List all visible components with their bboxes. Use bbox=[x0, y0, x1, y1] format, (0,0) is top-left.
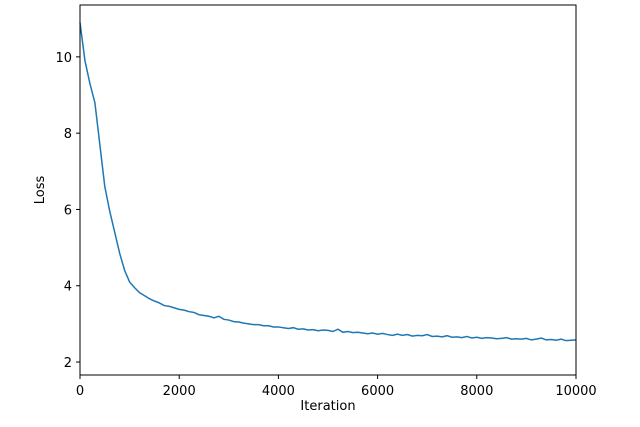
loss-line bbox=[79, 22, 577, 342]
y-tick-label: 6 bbox=[64, 203, 72, 218]
plot-frame bbox=[79, 4, 577, 376]
x-axis-label: Iteration bbox=[300, 399, 355, 414]
x-tick-label: 0 bbox=[76, 384, 84, 399]
x-tick-label: 6000 bbox=[361, 384, 394, 399]
y-axis-label: Loss bbox=[33, 176, 48, 205]
y-tick-label: 10 bbox=[55, 51, 72, 66]
x-tick-label: 2000 bbox=[163, 384, 196, 399]
y-tick-label: 2 bbox=[64, 356, 72, 371]
y-tick-label: 4 bbox=[64, 280, 72, 295]
y-tick-label: 8 bbox=[64, 127, 72, 142]
x-tick-label: 8000 bbox=[460, 384, 493, 399]
x-tick-label: 10000 bbox=[555, 384, 596, 399]
x-tick-label: 4000 bbox=[262, 384, 295, 399]
